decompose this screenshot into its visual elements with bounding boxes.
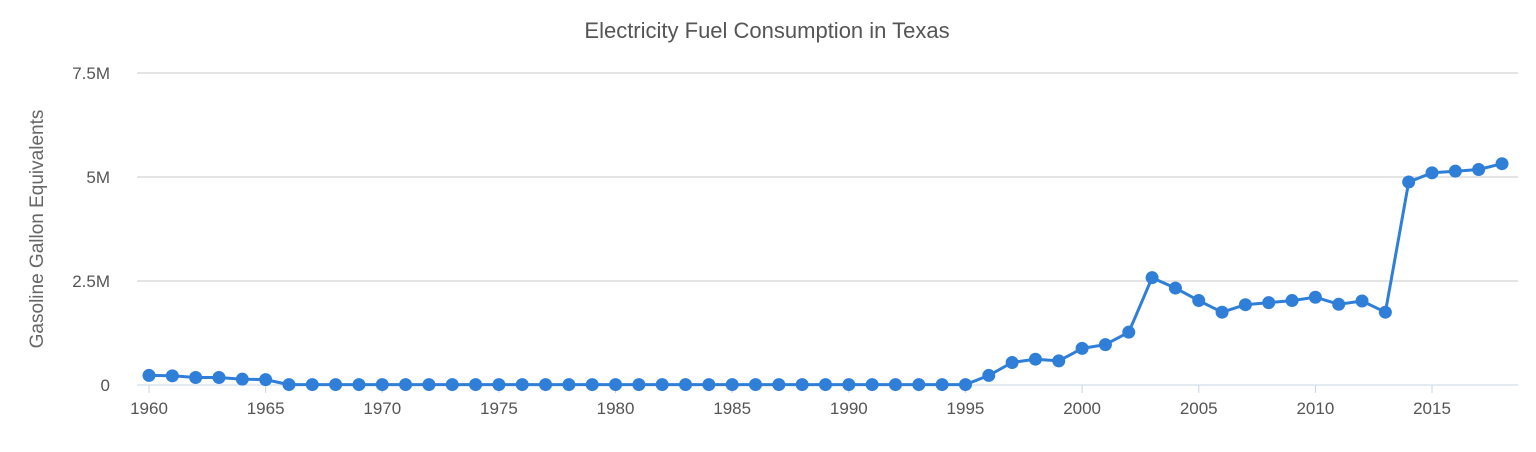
data-point[interactable] (165, 369, 179, 383)
x-tick-label: 1965 (247, 399, 285, 418)
gridlines (137, 72, 1518, 282)
chart-title: Electricity Fuel Consumption in Texas (584, 18, 949, 43)
data-point[interactable] (1308, 290, 1322, 304)
data-point[interactable] (1448, 164, 1462, 178)
data-point[interactable] (1145, 271, 1159, 285)
data-point[interactable] (1495, 157, 1509, 171)
data-point[interactable] (819, 378, 832, 392)
data-point[interactable] (1472, 163, 1486, 177)
data-point[interactable] (1285, 294, 1299, 308)
series-path (148, 162, 1503, 387)
data-point[interactable] (492, 378, 506, 392)
data-point[interactable] (445, 378, 459, 392)
data-point[interactable] (772, 378, 786, 392)
data-point[interactable] (562, 378, 576, 392)
y-tick-label: 7.5M (72, 64, 110, 83)
data-point[interactable] (1355, 294, 1369, 308)
data-point[interactable] (1425, 166, 1439, 180)
x-tick-label: 2015 (1413, 399, 1451, 418)
data-point[interactable] (469, 378, 483, 392)
data-point[interactable] (725, 378, 739, 392)
data-point[interactable] (585, 378, 599, 392)
x-tick-label: 2000 (1063, 399, 1101, 418)
data-point[interactable] (888, 378, 902, 392)
data-point[interactable] (1192, 294, 1206, 308)
data-point[interactable] (1122, 325, 1136, 339)
data-point[interactable] (212, 371, 226, 385)
x-tick-label: 2005 (1180, 399, 1218, 418)
y-axis-label: Gasoline Gallon Equivalents (27, 110, 48, 349)
data-point[interactable] (305, 378, 319, 392)
data-point[interactable] (842, 378, 856, 392)
y-tick-label: 5M (86, 168, 110, 187)
x-tick-label: 1990 (830, 399, 868, 418)
data-point[interactable] (958, 378, 972, 392)
data-point[interactable] (515, 378, 529, 392)
data-points (142, 157, 1509, 392)
series-line (148, 162, 1503, 387)
data-point[interactable] (142, 368, 156, 382)
data-point[interactable] (329, 378, 343, 392)
data-point[interactable] (352, 378, 366, 392)
x-tick-label: 1960 (130, 399, 168, 418)
data-point[interactable] (259, 373, 273, 387)
y-tick-label: 2.5M (72, 272, 110, 291)
data-point[interactable] (865, 378, 879, 392)
data-point[interactable] (1075, 341, 1089, 355)
data-point[interactable] (1168, 281, 1182, 295)
x-axis-ticks: 1960 1965 1970 1975 1980 1985 1990 1995 2000 2005… (130, 385, 1451, 418)
data-point[interactable] (235, 372, 249, 386)
data-point[interactable] (1378, 305, 1392, 319)
data-point[interactable] (702, 378, 716, 392)
data-point[interactable] (1402, 175, 1416, 189)
data-point[interactable] (1028, 352, 1042, 366)
data-point[interactable] (539, 378, 553, 392)
data-point[interactable] (282, 378, 296, 392)
data-point[interactable] (399, 378, 413, 392)
data-point[interactable] (655, 378, 669, 392)
y-axis-ticks: 0 2.5M 5M 7.5M (72, 64, 110, 395)
x-tick-label: 1970 (363, 399, 401, 418)
y-tick-label: 0 (101, 376, 110, 395)
data-point[interactable] (1052, 354, 1066, 368)
data-point[interactable] (935, 378, 949, 392)
data-point[interactable] (375, 378, 389, 392)
data-point[interactable] (982, 368, 996, 382)
x-tick-label: 1980 (597, 399, 635, 418)
data-point[interactable] (1262, 296, 1276, 310)
data-point[interactable] (679, 378, 693, 392)
data-point[interactable] (1238, 298, 1252, 312)
data-point[interactable] (1005, 356, 1019, 370)
data-point[interactable] (632, 378, 646, 392)
data-point[interactable] (422, 378, 436, 392)
data-point[interactable] (795, 378, 809, 392)
x-tick-label: 2010 (1296, 399, 1334, 418)
x-tick-label: 1975 (480, 399, 518, 418)
data-point[interactable] (912, 378, 926, 392)
data-point[interactable] (609, 378, 623, 392)
data-point[interactable] (189, 371, 203, 385)
data-point[interactable] (1215, 305, 1229, 319)
data-point[interactable] (1098, 338, 1112, 352)
x-tick-label: 1995 (947, 399, 985, 418)
data-point[interactable] (1332, 297, 1346, 311)
data-point[interactable] (749, 378, 763, 392)
x-tick-label: 1985 (713, 399, 751, 418)
